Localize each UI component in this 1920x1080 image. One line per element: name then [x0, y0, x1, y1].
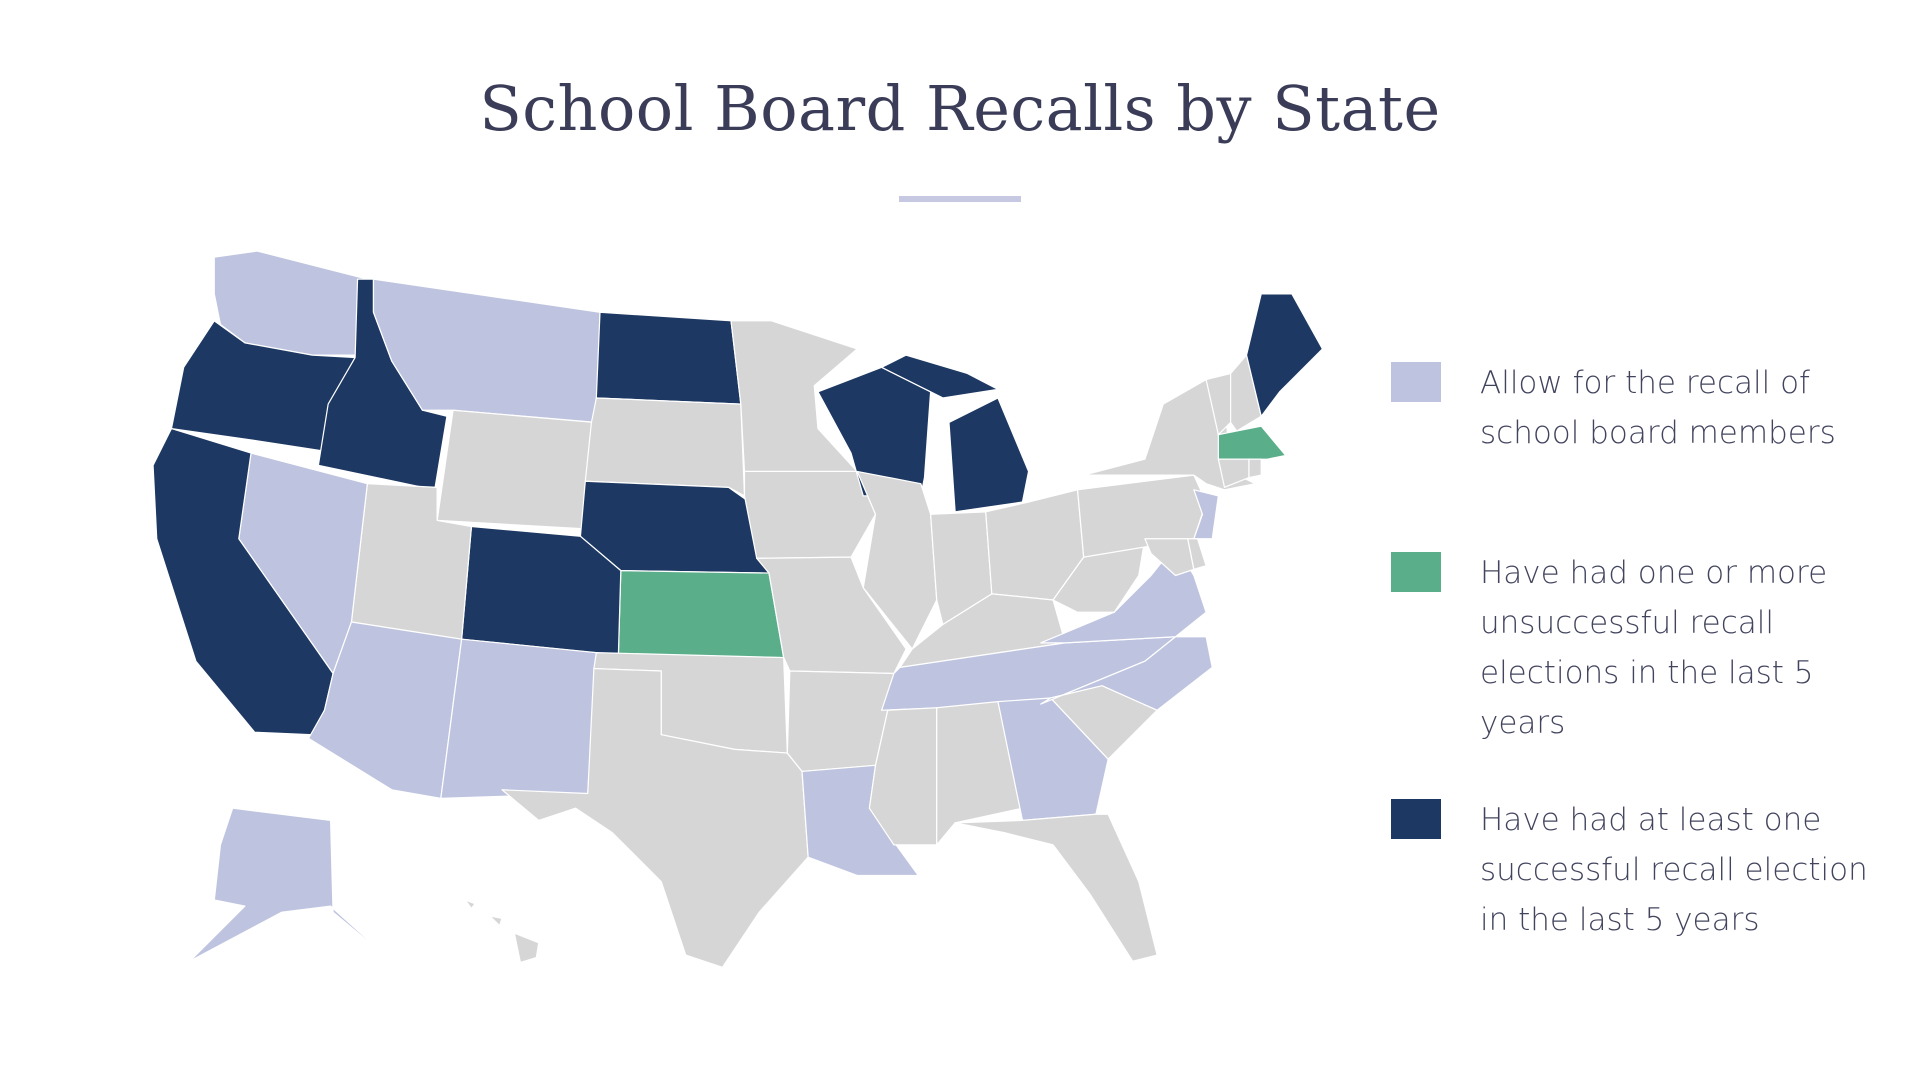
state-nm — [440, 638, 597, 799]
state-mi — [881, 354, 1030, 513]
page-title: School Board Recalls by State — [479, 72, 1441, 145]
legend-label: Have had at least one successful recall … — [1480, 802, 1868, 938]
state-ma — [1217, 425, 1287, 460]
state-va — [1040, 544, 1207, 644]
state-de — [1187, 538, 1207, 570]
state-md — [1144, 538, 1195, 577]
state-nd — [595, 311, 742, 405]
state-fl — [954, 813, 1158, 962]
state-ga — [997, 697, 1109, 822]
state-ne — [579, 480, 770, 574]
state-il — [856, 470, 938, 650]
state-ak — [189, 807, 393, 962]
state-nc — [1040, 636, 1213, 711]
state-wy — [436, 409, 595, 530]
state-mn — [730, 320, 858, 473]
state-ri — [1248, 458, 1262, 479]
state-nh — [1230, 354, 1262, 432]
legend-swatch-successful — [1391, 799, 1441, 839]
legend-label: Allow for the recall of school board mem… — [1480, 365, 1836, 451]
state-nj — [1193, 489, 1219, 540]
state-al — [936, 701, 1024, 846]
state-ks — [617, 570, 785, 659]
state-hi — [464, 899, 540, 964]
title-divider — [899, 196, 1021, 202]
legend-swatch-unsuccessful — [1391, 552, 1441, 592]
state-me — [1245, 293, 1324, 417]
state-sd — [584, 397, 746, 497]
state-tx — [501, 667, 809, 968]
legend-label: Have had one or more unsuccessful recall… — [1480, 555, 1828, 741]
state-ia — [743, 470, 877, 559]
legend-swatch-allow — [1391, 362, 1441, 402]
